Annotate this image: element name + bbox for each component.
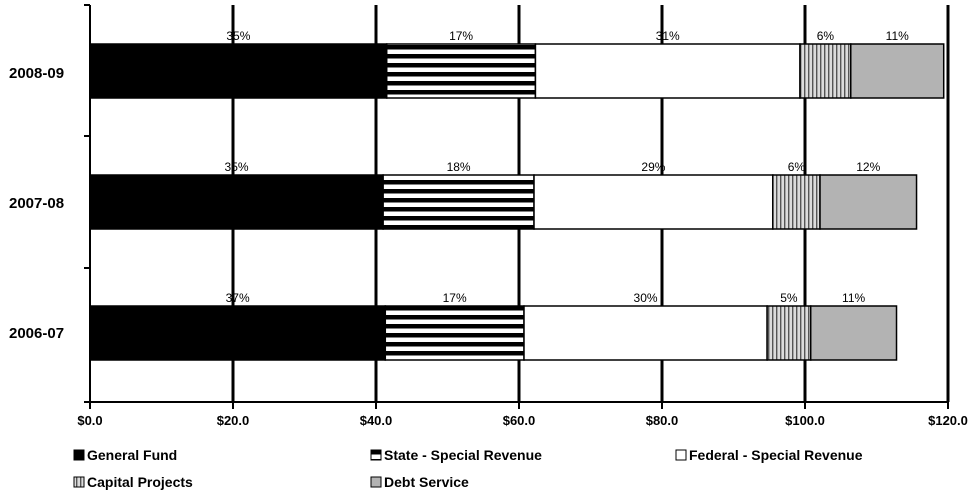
legend: General Fund State - Special Revenue Feder…: [73, 447, 863, 490]
x-tick-label: $60.0: [503, 413, 536, 428]
data-label-2008-09-general-fund: 35%: [226, 29, 250, 43]
x-tick-label: $100.0: [785, 413, 825, 428]
legend-label-federal-special-revenue: Federal - Special Revenue: [689, 447, 863, 463]
data-label-2006-07-debt-service: 11%: [842, 291, 865, 305]
bar-2006-07-debt-service: [809, 305, 898, 361]
category-label-2008-09: 2008-09: [9, 65, 64, 82]
category-label-2006-07: 2006-07: [9, 325, 64, 342]
bar-2006-07-federal-special-revenue: [523, 305, 768, 361]
bar-2007-08-federal-special-revenue: [533, 174, 774, 230]
legend-label-capital-projects: Capital Projects: [87, 474, 193, 490]
data-label-2008-09-debt-service: 11%: [886, 29, 909, 43]
data-labels: 35% 17% 31% 6% 11% 35% 18% 29% 6% 12% 37% 17% 30% 5% 1…: [225, 29, 910, 305]
bars: [89, 43, 945, 361]
bar-2008-09-debt-service: [850, 43, 945, 99]
bar-2008-09-capital-projects: [799, 43, 852, 99]
bar-2008-09-general-fund: [89, 43, 388, 99]
legend-label-general-fund: General Fund: [87, 447, 177, 463]
legend-swatch-debt-service: [370, 476, 382, 488]
legend-swatch-general-fund: [73, 449, 85, 461]
legend-label-debt-service: Debt Service: [384, 474, 469, 490]
data-label-2007-08-state-special-revenue: 18%: [447, 160, 471, 174]
legend-swatch-federal-special-revenue: [675, 449, 687, 461]
bar-2006-07-state-special-revenue: [384, 305, 525, 361]
data-label-2006-07-state-special-revenue: 17%: [443, 291, 467, 305]
x-tick-label: $0.0: [77, 413, 102, 428]
x-tick-label: $20.0: [217, 413, 250, 428]
data-label-2008-09-state-special-revenue: 17%: [449, 29, 473, 43]
category-label-2007-08: 2007-08: [9, 195, 64, 212]
data-label-2006-07-federal-special-revenue: 30%: [634, 291, 658, 305]
data-label-2007-08-general-fund: 35%: [225, 160, 249, 174]
data-label-2006-07-general-fund: 37%: [226, 291, 250, 305]
data-label-2008-09-federal-special-revenue: 31%: [656, 29, 680, 43]
legend-swatch-state-special-revenue: [370, 449, 382, 461]
bar-2006-07-capital-projects: [766, 305, 812, 361]
bar-2007-08-general-fund: [89, 174, 384, 230]
data-label-2008-09-capital-projects: 6%: [817, 29, 835, 43]
data-label-2006-07-capital-projects: 5%: [780, 291, 798, 305]
bar-2008-09-state-special-revenue: [385, 43, 537, 99]
x-tick-label: $40.0: [360, 413, 393, 428]
bar-2007-08-capital-projects: [772, 174, 821, 230]
bar-2008-09-federal-special-revenue: [534, 43, 801, 99]
bar-2007-08-debt-service: [819, 174, 918, 230]
data-label-2007-08-capital-projects: 6%: [788, 160, 806, 174]
data-label-2007-08-debt-service: 12%: [856, 160, 880, 174]
legend-swatch-capital-projects: [73, 476, 85, 488]
bar-2006-07-general-fund: [89, 305, 387, 361]
x-tick-label: $120.0: [928, 413, 968, 428]
legend-label-state-special-revenue: State - Special Revenue: [384, 447, 542, 463]
data-label-2007-08-federal-special-revenue: 29%: [641, 160, 665, 174]
bar-2007-08-state-special-revenue: [382, 174, 535, 230]
x-tick-label: $80.0: [646, 413, 679, 428]
